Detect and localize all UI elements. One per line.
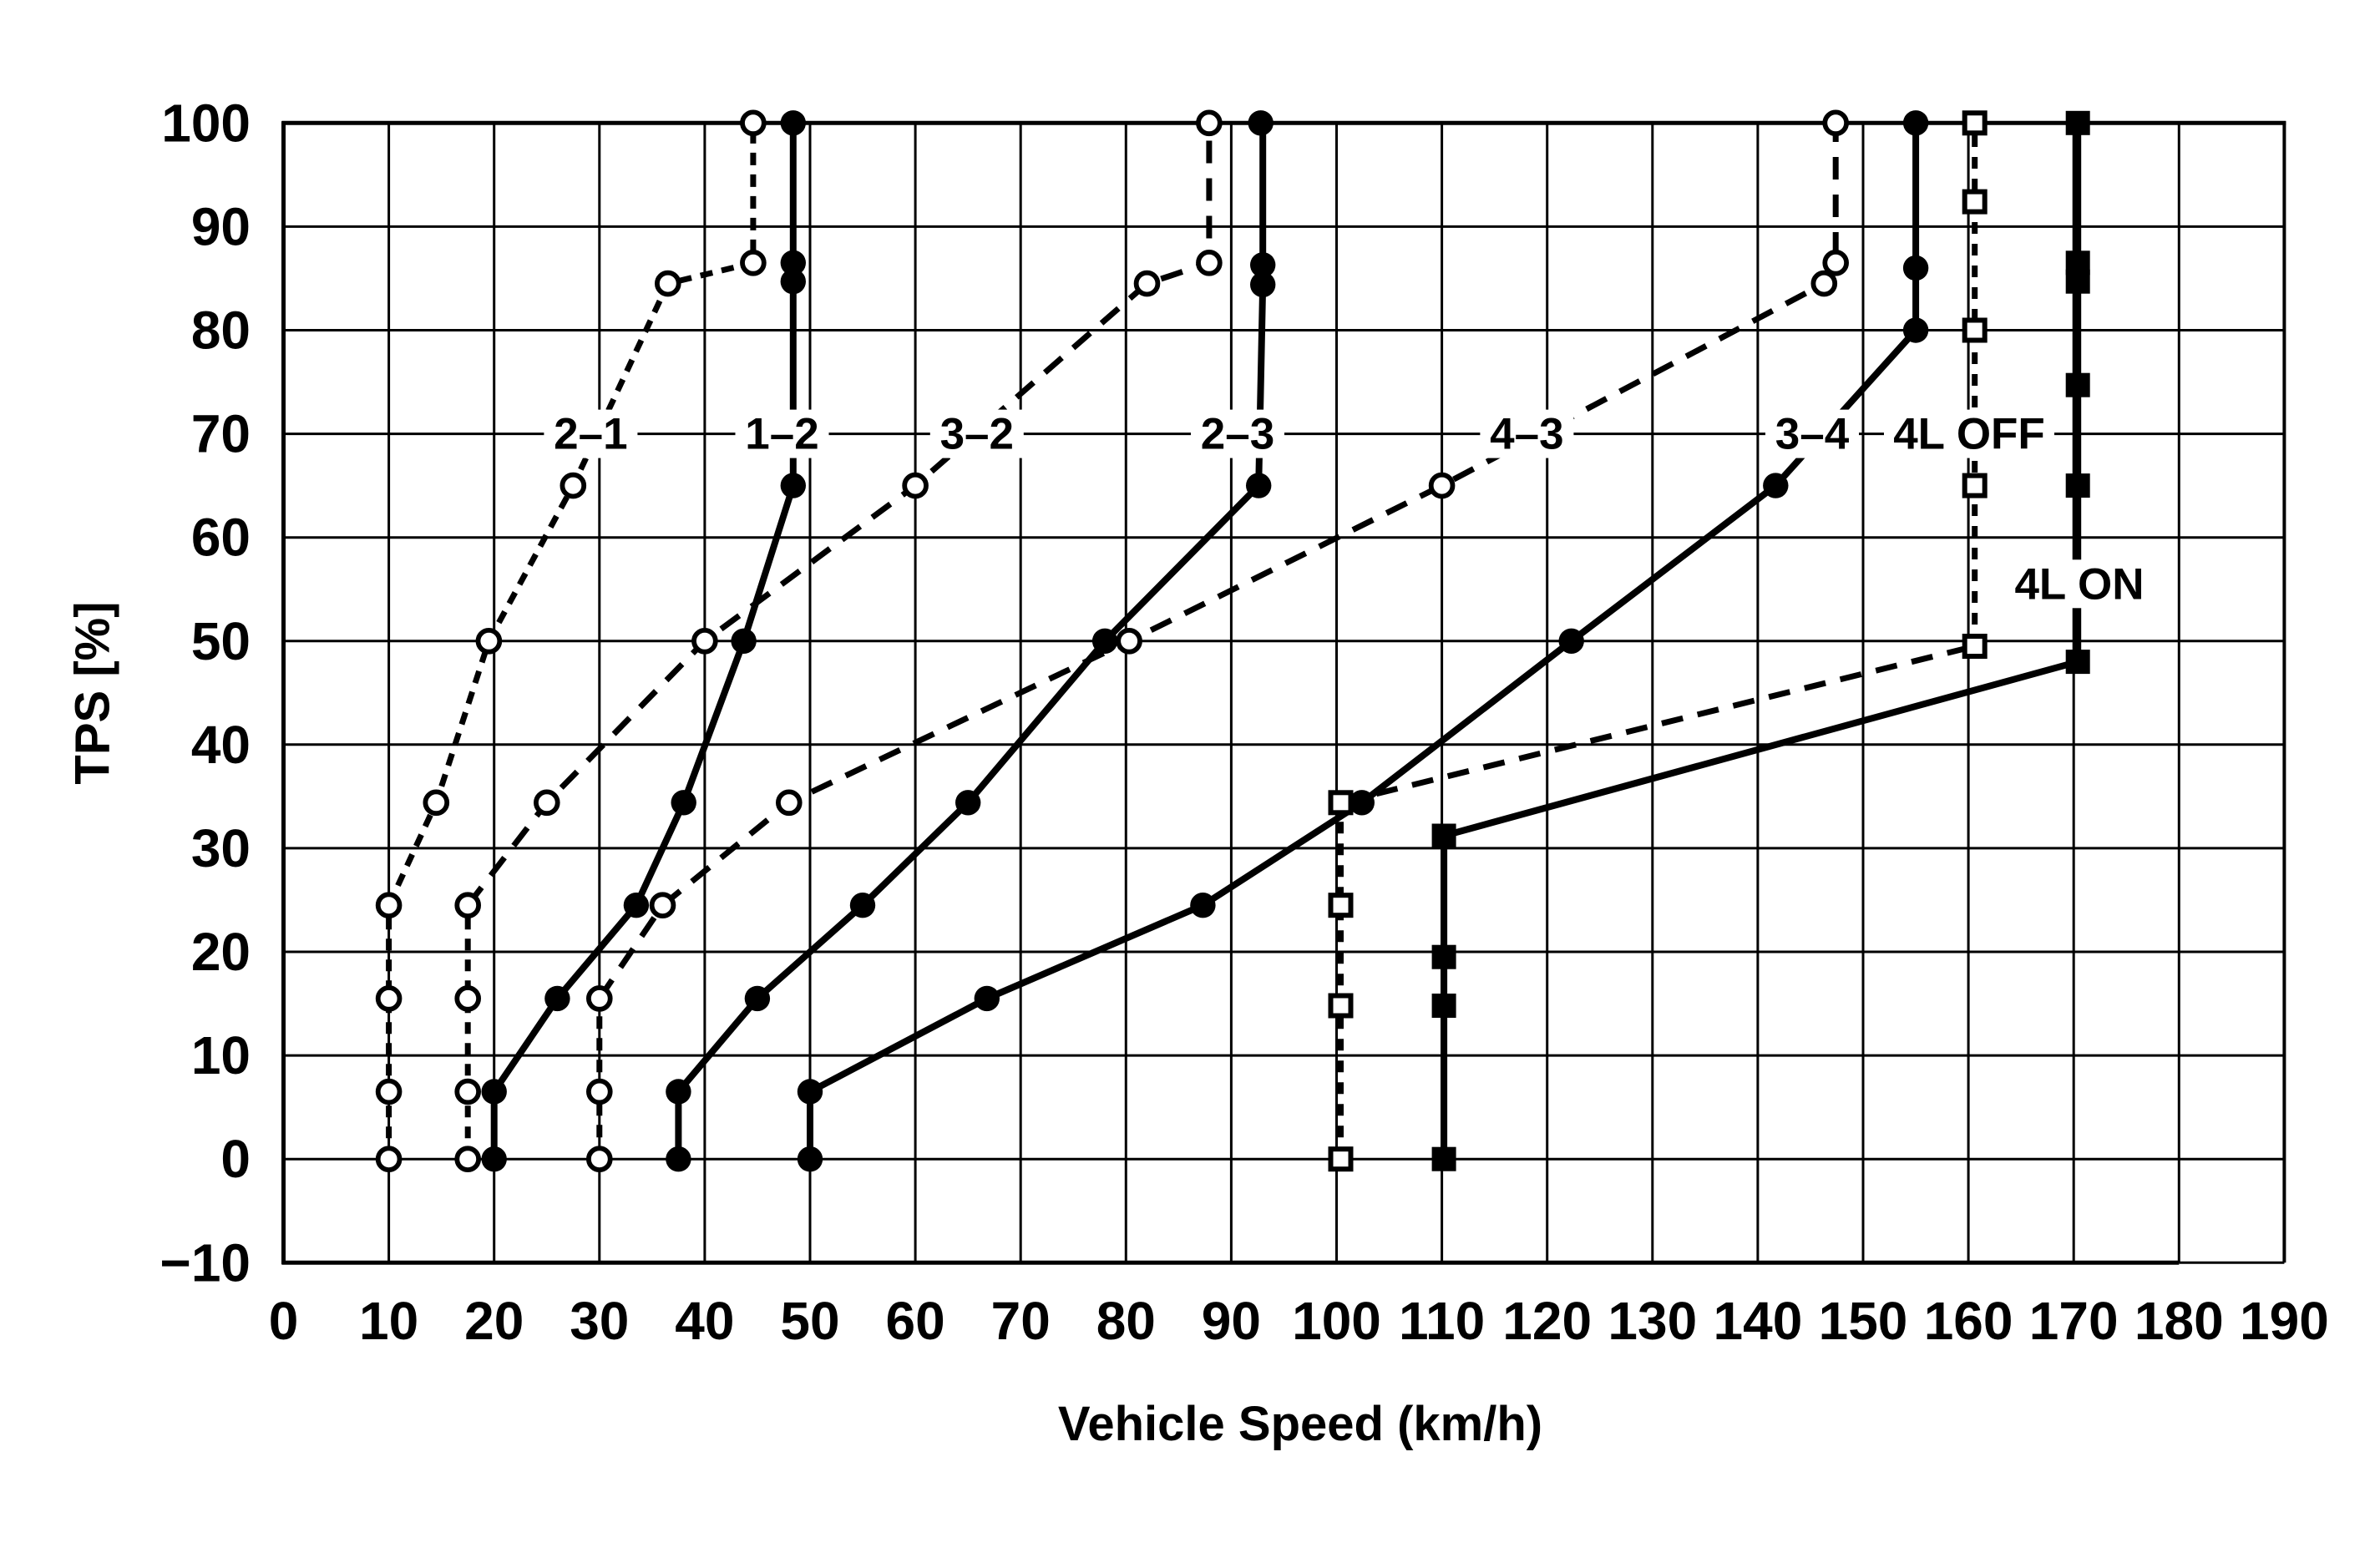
svg-text:110: 110 (1399, 1291, 1485, 1351)
svg-text:2–3: 2–3 (1201, 410, 1274, 459)
svg-text:80: 80 (191, 301, 251, 361)
svg-text:150: 150 (1819, 1291, 1908, 1351)
svg-text:50: 50 (191, 611, 251, 671)
svg-text:30: 30 (191, 818, 251, 878)
svg-text:170: 170 (2029, 1291, 2119, 1351)
svg-text:130: 130 (1608, 1291, 1697, 1351)
svg-text:180: 180 (2134, 1291, 2224, 1351)
svg-text:TPS [%]: TPS [%] (66, 601, 120, 784)
svg-text:120: 120 (1502, 1291, 1592, 1351)
svg-text:160: 160 (1924, 1291, 2013, 1351)
svg-text:50: 50 (780, 1291, 839, 1351)
svg-text:−10: −10 (160, 1232, 251, 1292)
svg-text:4L ON: 4L ON (2014, 559, 2144, 609)
svg-text:100: 100 (161, 93, 251, 153)
svg-text:140: 140 (1714, 1291, 1803, 1351)
svg-text:20: 20 (464, 1291, 524, 1351)
svg-text:0: 0 (269, 1291, 299, 1351)
svg-text:20: 20 (191, 922, 251, 982)
svg-text:4–3: 4–3 (1490, 410, 1563, 459)
svg-text:100: 100 (1292, 1291, 1381, 1351)
svg-text:60: 60 (886, 1291, 945, 1351)
svg-text:70: 70 (991, 1291, 1051, 1351)
svg-text:10: 10 (191, 1025, 251, 1085)
svg-text:80: 80 (1096, 1291, 1156, 1351)
svg-text:1–2: 1–2 (745, 410, 818, 459)
svg-text:40: 40 (675, 1291, 734, 1351)
svg-text:40: 40 (191, 715, 251, 775)
svg-text:4L OFF: 4L OFF (1893, 410, 2045, 459)
svg-text:3–2: 3–2 (940, 410, 1014, 459)
svg-text:2–1: 2–1 (554, 410, 627, 459)
svg-text:10: 10 (359, 1291, 418, 1351)
svg-text:70: 70 (191, 404, 251, 464)
svg-text:30: 30 (570, 1291, 629, 1351)
svg-text:3–4: 3–4 (1775, 410, 1850, 459)
svg-text:90: 90 (191, 196, 251, 256)
svg-text:190: 190 (2240, 1291, 2329, 1351)
svg-text:90: 90 (1202, 1291, 1261, 1351)
svg-text:60: 60 (191, 508, 251, 568)
svg-text:Vehicle Speed (km/h): Vehicle Speed (km/h) (1058, 1397, 1542, 1451)
svg-text:0: 0 (220, 1129, 251, 1189)
